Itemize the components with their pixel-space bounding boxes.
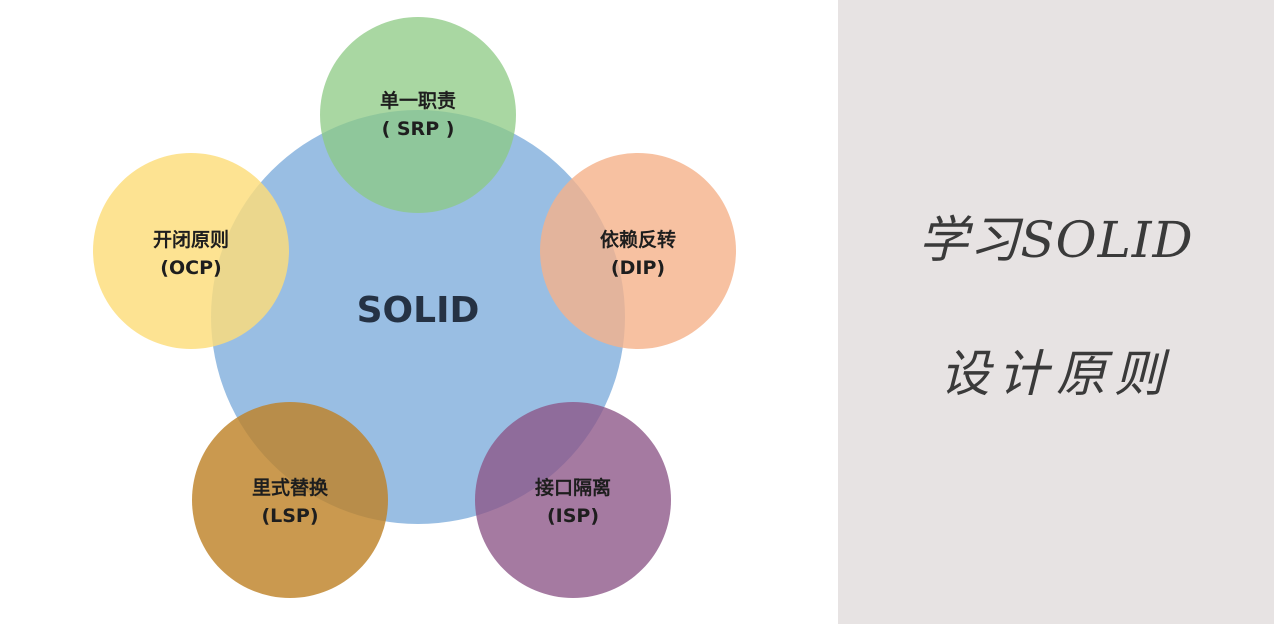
lsp-label: 里式替换 (LSP) [192,474,388,530]
isp-name: 接口隔离 [534,477,611,499]
srp-name: 单一职责 [379,90,456,112]
srp-label: 单一职责 ( SRP ) [320,87,516,143]
title-panel [838,0,1274,624]
ocp-circle [93,153,289,349]
title-line-2: 设计原则 [940,345,1172,403]
dip-abbr: (DIP) [610,257,666,279]
title-line-1: 学习SOLID [918,211,1194,269]
ocp-abbr: (OCP) [160,257,222,279]
lsp-name: 里式替换 [251,477,328,499]
ocp-name: 开闭原则 [152,229,229,251]
isp-label: 接口隔离 (ISP) [475,474,671,530]
srp-abbr: ( SRP ) [381,118,455,140]
dip-label: 依赖反转 (DIP) [540,226,736,282]
dip-name: 依赖反转 [599,229,676,251]
lsp-abbr: (LSP) [261,505,319,527]
lsp-circle [192,402,388,598]
ocp-label: 开闭原则 (OCP) [93,226,289,282]
isp-circle [475,402,671,598]
dip-circle [540,153,736,349]
srp-circle [320,17,516,213]
center-label: SOLID [356,290,480,331]
isp-abbr: (ISP) [546,505,600,527]
